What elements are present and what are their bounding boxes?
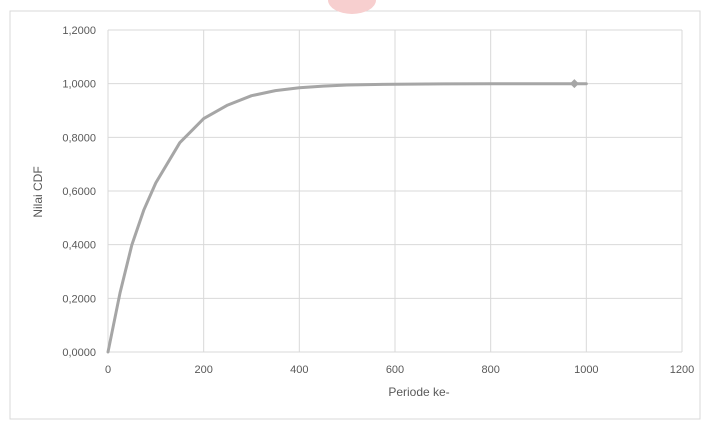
top-pink-mark [328,0,376,14]
x-tick-label: 400 [290,364,308,376]
gridlines [107,29,683,353]
x-tick-label: 200 [194,364,212,376]
series-layer [106,79,588,354]
x-tick-label: 1200 [670,364,694,376]
x-tick-label: 800 [481,364,499,376]
cdf-series-line [106,82,588,354]
x-tick-label: 1000 [574,364,598,376]
y-tick-label: 0,2000 [62,293,96,305]
x-tick-label: 0 [105,364,111,376]
diamond-marker [569,79,579,89]
tick-labels: 0,0000 0,2000 0,4000 0,6000 0,8000 1,0000 1,20… [62,25,694,376]
y-tick-label: 0,4000 [62,240,96,252]
y-tick-label: 0,6000 [62,186,96,198]
x-tick-label: 600 [386,364,404,376]
y-axis-title: Nilai CDF [31,166,45,217]
y-tick-label: 0,8000 [62,132,96,144]
y-tick-label: 0,0000 [62,347,96,359]
y-tick-label: 1,0000 [62,79,96,91]
y-tick-label: 1,2000 [62,25,96,37]
x-axis-title: Periode ke- [388,385,449,399]
